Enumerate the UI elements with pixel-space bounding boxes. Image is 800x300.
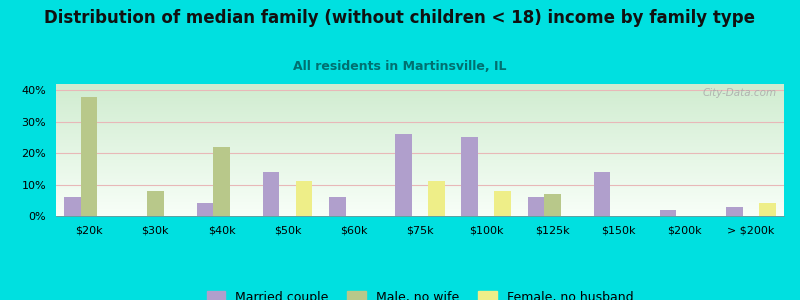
Bar	[494, 191, 511, 216]
Bar	[329, 197, 346, 216]
Text: All residents in Martinsville, IL: All residents in Martinsville, IL	[294, 60, 506, 73]
Bar	[64, 197, 81, 216]
Bar	[81, 97, 98, 216]
Bar	[213, 147, 230, 216]
Bar	[428, 182, 445, 216]
Bar	[759, 203, 776, 216]
Bar	[395, 134, 412, 216]
Bar	[594, 172, 610, 216]
Bar	[197, 203, 213, 216]
Text: Distribution of median family (without children < 18) income by family type: Distribution of median family (without c…	[45, 9, 755, 27]
Text: City-Data.com: City-Data.com	[702, 88, 777, 98]
Bar	[147, 191, 163, 216]
Bar	[527, 197, 544, 216]
Bar	[544, 194, 561, 216]
Bar	[462, 137, 478, 216]
Bar	[726, 207, 742, 216]
Legend: Married couple, Male, no wife, Female, no husband: Married couple, Male, no wife, Female, n…	[202, 286, 638, 300]
Bar	[263, 172, 279, 216]
Bar	[296, 182, 313, 216]
Bar	[660, 210, 677, 216]
